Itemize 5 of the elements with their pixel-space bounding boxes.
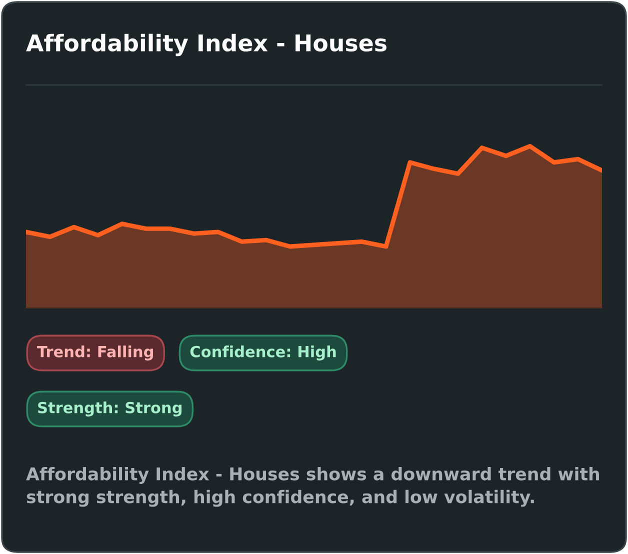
text: Strength: Strong: [38, 402, 182, 416]
text: Confidence: High: [190, 346, 336, 360]
text: Affordability Index - Houses shows a downward trend with strong strength, high confidence, and low volatility.: [26, 467, 600, 507]
chart-title: Affordability Index - Houses: [26, 34, 386, 56]
text: Trend: Falling: [37, 346, 153, 360]
